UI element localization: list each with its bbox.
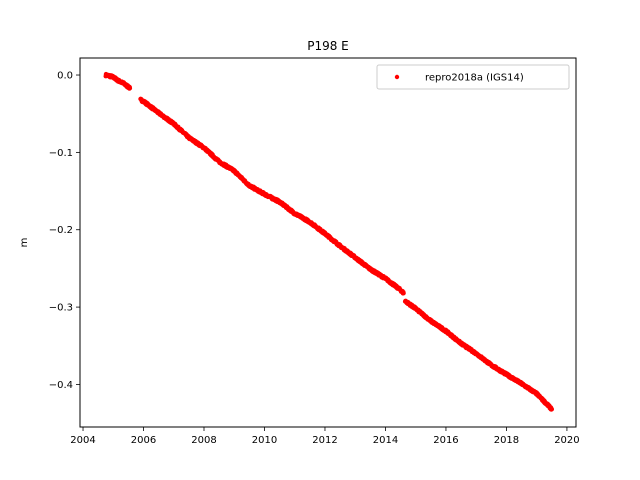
legend: repro2018a (IGS14) <box>376 64 570 90</box>
x-tick-label: 2016 <box>433 435 458 446</box>
x-tick-label: 2006 <box>131 435 156 446</box>
data-point <box>401 291 406 296</box>
x-tick-label: 2018 <box>494 435 519 446</box>
y-tick-label: −0.2 <box>49 225 73 236</box>
y-tick-label: 0.0 <box>57 71 73 82</box>
y-tick-label: −0.4 <box>49 380 73 391</box>
data-point <box>549 407 554 412</box>
chart-title: P198 E <box>307 39 349 53</box>
legend-marker <box>394 74 400 80</box>
x-tick-label: 2008 <box>191 435 216 446</box>
y-axis-label: m <box>19 238 30 248</box>
series-points <box>103 71 554 412</box>
x-tick-label: 2004 <box>70 435 95 446</box>
x-tick-label: 2014 <box>373 435 398 446</box>
x-tick-label: 2010 <box>252 435 277 446</box>
data-point <box>127 86 133 91</box>
plot-frame <box>79 57 577 428</box>
x-tick-label: 2020 <box>554 435 579 446</box>
legend-label: repro2018a (IGS14) <box>425 73 524 84</box>
y-tick-label: −0.1 <box>49 148 73 159</box>
y-tick-label: −0.3 <box>49 303 73 314</box>
legend-box <box>376 64 570 90</box>
axis-ticks: 2004 2006 2008 2010 2012 2014 2016 2018 2020 0.0 −… <box>49 71 580 446</box>
x-tick-label: 2012 <box>312 435 337 446</box>
